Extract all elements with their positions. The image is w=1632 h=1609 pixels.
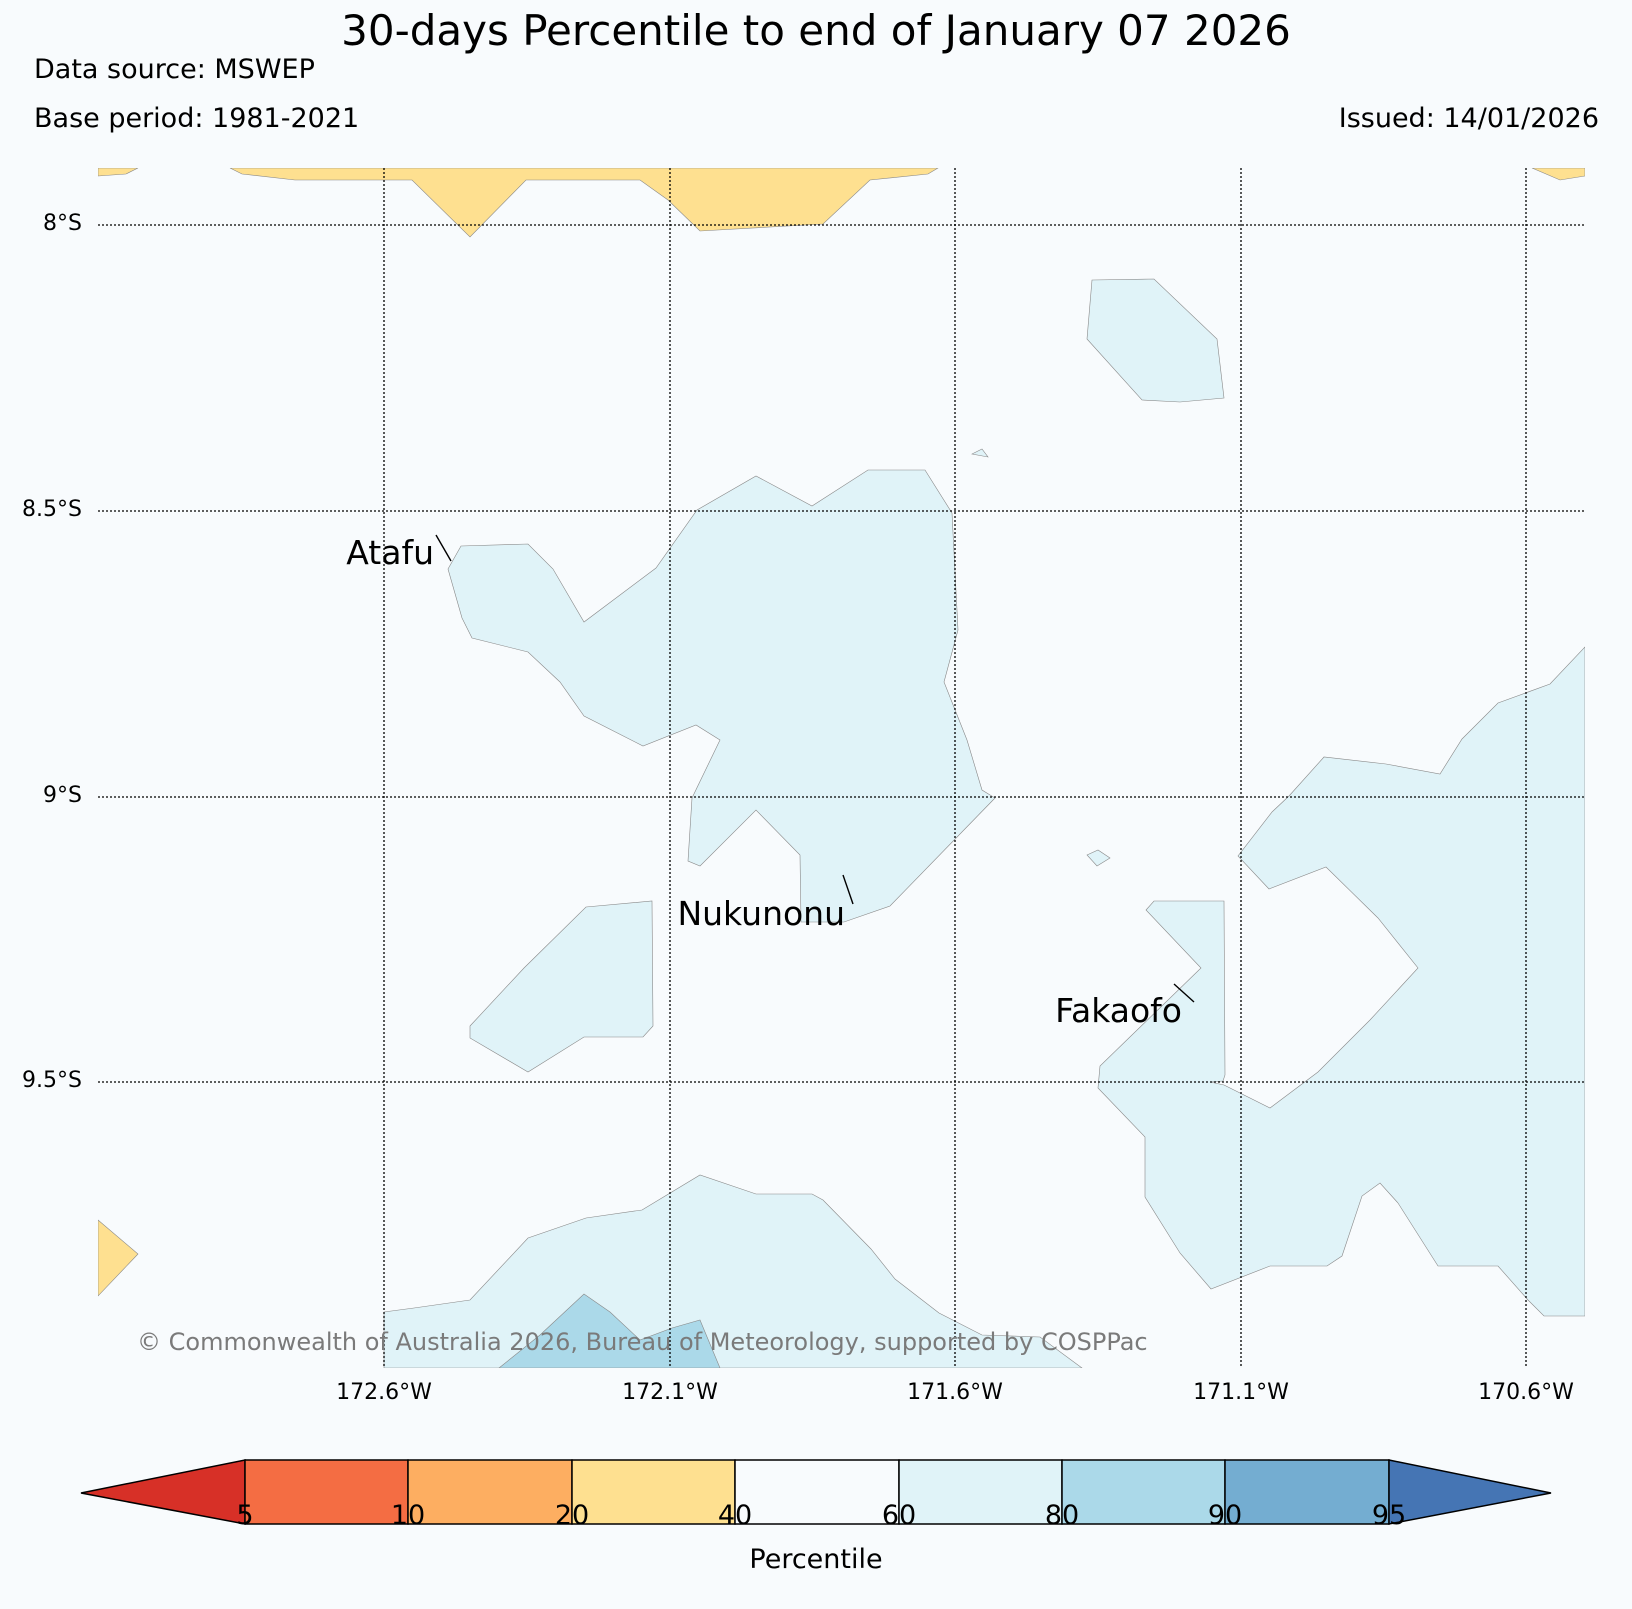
contour-20-40-top-center [229, 168, 939, 238]
colorbar-tick-label: 20 [554, 1500, 590, 1531]
colorbar-arrow-low [80, 1459, 246, 1525]
copyright-notice: © Commonwealth of Australia 2026, Bureau… [137, 1328, 1148, 1356]
contour-80-90-south [498, 1293, 721, 1368]
fakaofo-leader-line [1173, 983, 1195, 1003]
place-label-fakaofo: Fakaofo [1055, 991, 1182, 1030]
place-label-atafu: Atafu [346, 533, 434, 572]
colorbar-bin-10-20 [407, 1459, 573, 1525]
lon-tick-label: 170.6°W [1478, 1380, 1574, 1405]
lat-tick-label: 8.5°S [22, 497, 82, 522]
nukunonu-leader-line [842, 874, 854, 905]
contour-20-40-top-right [1531, 168, 1585, 181]
contour-60-80-speck [971, 448, 989, 458]
lat-tick-label: 9°S [43, 783, 82, 808]
contour-60-80-northeast [1086, 278, 1225, 403]
colorbar-title: Percentile [749, 1544, 883, 1575]
colorbar [80, 1459, 1552, 1525]
lat-tick-label: 8°S [43, 211, 82, 236]
colorbar-bin-80-90 [1061, 1459, 1226, 1525]
colorbar-bin-20-40 [571, 1459, 736, 1525]
colorbar-tick-label: 95 [1371, 1500, 1407, 1531]
lat-tick-label: 9.5°S [22, 1068, 82, 1093]
colorbar-bin-60-80 [898, 1459, 1063, 1525]
contour-20-40-top-left [98, 168, 139, 177]
contour-20-40-left-edge [98, 1219, 139, 1297]
colorbar-arrow-high [1388, 1459, 1552, 1525]
place-label-nukunonu: Nukunonu [677, 894, 845, 933]
colorbar-bin-40-60 [734, 1459, 900, 1525]
contour-layer [98, 168, 1585, 1368]
contour-60-80-southwest [469, 900, 654, 1073]
lon-tick-label: 171.6°W [907, 1380, 1003, 1405]
data-source-text: Data source: MSWEP [34, 54, 315, 85]
colorbar-tick-label: 5 [236, 1500, 254, 1531]
issued-date-text: Issued: 14/01/2026 [1338, 103, 1599, 134]
colorbar-tick-label: 40 [717, 1500, 753, 1531]
colorbar-tick-label: 90 [1207, 1500, 1243, 1531]
graticule [98, 168, 1585, 1368]
contour-60-80-east [1097, 646, 1585, 1317]
lon-tick-label: 172.1°W [622, 1380, 718, 1405]
colorbar-bin-5-10 [244, 1459, 409, 1525]
colorbar-tick-label: 10 [390, 1500, 426, 1531]
atafu-leader-line [435, 534, 452, 562]
colorbar-bin-90-95 [1224, 1459, 1390, 1525]
lon-tick-label: 172.6°W [336, 1380, 432, 1405]
contour-60-80-small [1086, 849, 1111, 867]
lon-tick-label: 171.1°W [1193, 1380, 1289, 1405]
base-period-text: Base period: 1981-2021 [34, 103, 360, 134]
colorbar-tick-label: 80 [1044, 1500, 1080, 1531]
map-title: 30-days Percentile to end of January 07 … [341, 6, 1291, 55]
contour-60-80-central [447, 469, 996, 923]
colorbar-tick-label: 60 [881, 1500, 917, 1531]
